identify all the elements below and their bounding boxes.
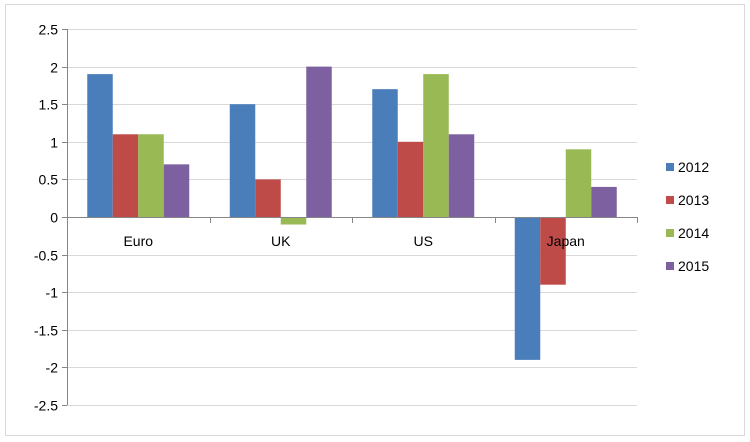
y-tick-label: -2 xyxy=(46,360,59,376)
bar-uk-2014 xyxy=(280,217,307,225)
bar-us-2014 xyxy=(423,74,449,218)
legend-swatch-2013 xyxy=(666,196,674,204)
category-label-japan: Japan xyxy=(547,233,585,249)
y-tick-label: 0 xyxy=(50,210,58,226)
bar-euro-2015 xyxy=(163,164,190,217)
y-tick-label: 2 xyxy=(50,60,58,76)
y-tick-label: 2.5 xyxy=(39,22,59,38)
legend-label-2012: 2012 xyxy=(678,159,709,175)
y-tick-label: -0.5 xyxy=(34,248,58,264)
bar-uk-2013 xyxy=(255,179,281,217)
bar-us-2013 xyxy=(397,141,424,217)
bar-uk-2015 xyxy=(306,66,332,217)
legend-label-2013: 2013 xyxy=(678,192,709,208)
axes: 2.5 2 1.5 1 0.5 0 -0.5 -1 -1.5 -2 -2.5 Euro UK US Japa… xyxy=(34,22,638,414)
bar-euro-2012 xyxy=(87,74,113,218)
category-label-us: US xyxy=(414,233,433,249)
y-tick-label: 1.5 xyxy=(39,97,59,113)
legend: 2012 2013 2014 2015 xyxy=(666,159,709,274)
y-tick-label: -1 xyxy=(46,285,59,301)
bar-japan-2014 xyxy=(565,149,592,217)
y-tick-label: 0.5 xyxy=(39,172,59,188)
y-tick-label: 1 xyxy=(50,135,58,151)
bars xyxy=(87,66,617,360)
bar-us-2012 xyxy=(372,89,398,217)
legend-label-2015: 2015 xyxy=(678,258,709,274)
category-label-euro: Euro xyxy=(123,233,153,249)
legend-swatch-2012 xyxy=(666,163,674,171)
bar-uk-2012 xyxy=(229,104,256,217)
bar-japan-2015 xyxy=(591,186,617,217)
y-tick-label: -2.5 xyxy=(34,398,58,414)
y-tick-label: -1.5 xyxy=(34,323,58,339)
bar-euro-2013 xyxy=(112,134,139,217)
category-label-uk: UK xyxy=(271,233,291,249)
chart-frame xyxy=(5,4,745,436)
bar-japan-2013 xyxy=(540,217,566,285)
bar-us-2015 xyxy=(448,134,475,217)
legend-label-2014: 2014 xyxy=(678,225,709,241)
legend-swatch-2014 xyxy=(666,229,674,237)
bar-japan-2012 xyxy=(514,217,541,360)
bar-euro-2014 xyxy=(138,134,164,217)
legend-swatch-2015 xyxy=(666,262,674,270)
